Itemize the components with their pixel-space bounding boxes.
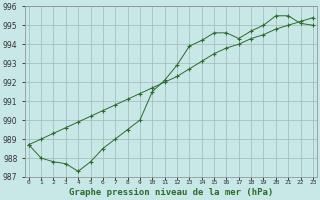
X-axis label: Graphe pression niveau de la mer (hPa): Graphe pression niveau de la mer (hPa) [69, 188, 273, 197]
